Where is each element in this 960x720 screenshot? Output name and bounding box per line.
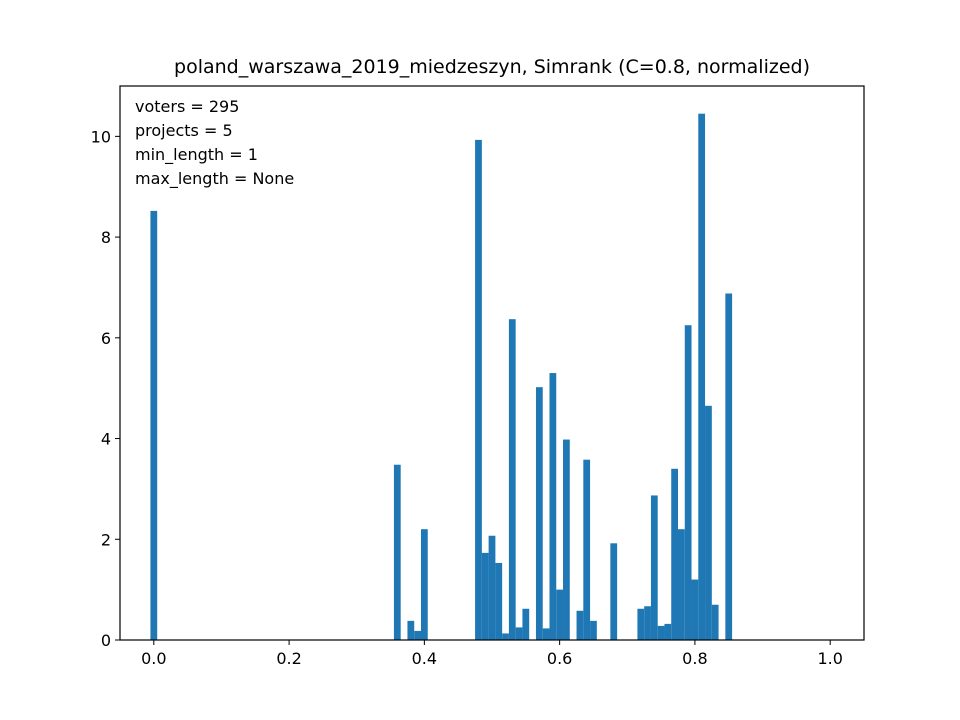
histogram-bar-11 xyxy=(515,627,523,640)
y-tick-label: 2 xyxy=(101,530,111,549)
histogram-bar-20 xyxy=(590,620,597,640)
histogram-bar-27 xyxy=(671,468,678,640)
x-tick-label: 0.2 xyxy=(276,649,301,668)
y-tick-label: 8 xyxy=(101,228,111,247)
histogram-bar-14 xyxy=(542,628,550,640)
plot-area-frame xyxy=(119,85,865,641)
chart-title: poland_warszawa_2019_miedzeszyn, Simrank… xyxy=(174,56,810,78)
stats-annotation-line: max_length = None xyxy=(135,169,294,189)
y-tick-label: 10 xyxy=(91,127,111,146)
histogram-bar-30 xyxy=(691,579,699,640)
histogram-bar-19 xyxy=(583,459,591,640)
histogram-bar-8 xyxy=(495,562,503,640)
histogram-bar-7 xyxy=(488,535,496,640)
stats-annotation: voters = 295 projects = 5 min_length = 1 ma… xyxy=(135,97,294,189)
histogram-bar-32 xyxy=(705,405,712,640)
histogram-bar-18 xyxy=(576,610,584,640)
x-tick-label: 0.4 xyxy=(412,649,437,668)
histogram-bar-24 xyxy=(650,495,658,640)
histogram-bar-0 xyxy=(150,210,158,640)
histogram-bar-25 xyxy=(657,625,665,640)
histogram-bar-21 xyxy=(610,543,618,640)
y-tick-label: 0 xyxy=(101,631,111,650)
stats-annotation-line: projects = 5 xyxy=(135,121,233,140)
histogram-bar-22 xyxy=(637,608,645,640)
histogram-bar-13 xyxy=(535,387,543,640)
histogram-bar-26 xyxy=(664,623,672,640)
x-axis: 0.0 0.2 0.4 0.6 0.8 1.0 xyxy=(141,640,843,668)
histogram-bar-6 xyxy=(481,552,489,640)
histogram-bar-31 xyxy=(698,113,706,640)
histogram-bar-17 xyxy=(563,439,570,640)
bars-layer xyxy=(150,113,733,640)
histogram-bar-16 xyxy=(556,589,564,640)
y-tick-label: 4 xyxy=(101,430,111,449)
histogram-bar-33 xyxy=(711,604,719,640)
histogram-bar-1 xyxy=(393,464,401,640)
histogram-bar-34 xyxy=(725,293,733,640)
histogram-bar-15 xyxy=(549,373,557,640)
histogram-bar-10 xyxy=(508,319,516,640)
histogram-bar-29 xyxy=(684,325,692,640)
stats-annotation-line: voters = 295 xyxy=(135,97,239,116)
x-tick-label: 0.8 xyxy=(682,649,707,668)
histogram-bar-5 xyxy=(475,139,482,640)
x-tick-label: 0.6 xyxy=(547,649,572,668)
x-tick-label: 1.0 xyxy=(817,649,842,668)
histogram-bar-12 xyxy=(522,608,530,640)
x-tick-label: 0.0 xyxy=(141,649,166,668)
y-axis: 0 2 4 6 8 10 xyxy=(91,127,120,650)
histogram-bar-4 xyxy=(420,529,428,640)
stats-annotation-line: min_length = 1 xyxy=(135,145,258,165)
histogram-bar-23 xyxy=(644,606,651,640)
histogram-bar-3 xyxy=(414,630,421,640)
histogram-bar-28 xyxy=(678,529,685,640)
histogram-bar-2 xyxy=(407,620,415,640)
y-tick-label: 6 xyxy=(101,329,111,348)
histogram-bar-9 xyxy=(502,633,509,640)
